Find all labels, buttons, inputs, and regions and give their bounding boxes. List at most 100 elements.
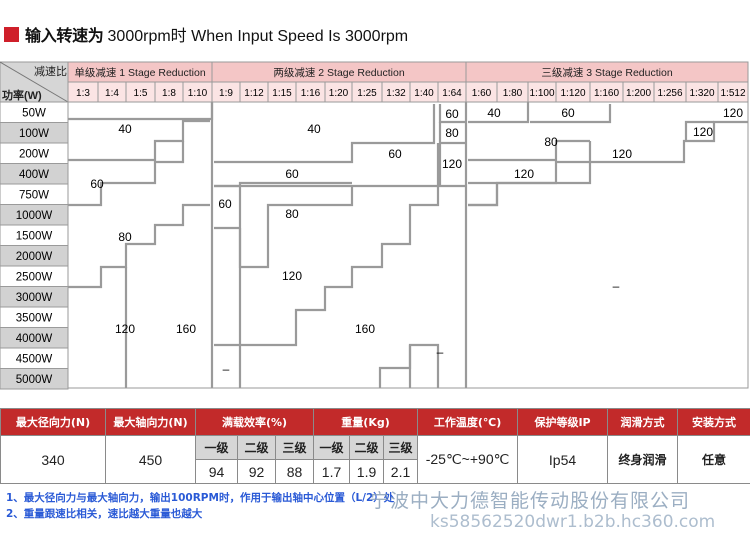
ratio-label: 1:16	[301, 88, 321, 99]
s2-val-60b: 60	[285, 167, 299, 181]
wt-val-2: 1.9	[349, 459, 385, 484]
hdr-mounting: 安装方式	[677, 408, 750, 436]
ratio-label: 1:60	[472, 88, 492, 99]
group-label-1: 单级减速 1 Stage Reduction	[74, 67, 205, 79]
hdr-weight: 重量(Kg)	[313, 408, 419, 436]
spec-table: 最大径向力(N) 最大轴向力(N) 满载效率(%) 重量(Kg) 工作温度(℃)…	[0, 408, 750, 484]
ratio-label: 1:40	[414, 88, 434, 99]
footnote-2: 2、重量跟速比相关，速比越大重量也越大	[6, 508, 203, 520]
hdr-temperature: 工作温度(℃)	[417, 408, 519, 436]
val-mounting: 任意	[677, 435, 750, 484]
page-title: 输入转速为 3000rpm时 When Input Speed Is 3000r…	[4, 22, 408, 46]
ratio-label: 1:25	[357, 88, 377, 99]
group-label-2: 两级减速 2 Stage Reduction	[273, 67, 404, 79]
power-label: 5000W	[16, 374, 53, 386]
s1-val-120: 120	[115, 322, 135, 336]
power-label: 400W	[19, 169, 49, 181]
power-label: 100W	[19, 128, 49, 140]
s1-val-60: 60	[90, 177, 104, 191]
title-en: 3000rpm时 When Input Speed Is 3000rpm	[107, 28, 409, 45]
s2-dash-2: –	[437, 345, 444, 359]
hdr-radial: 最大径向力(N)	[0, 408, 106, 436]
watermark-company: 宁波中大力德智能传动股份有限公司	[370, 490, 691, 512]
s3-val-60: 60	[561, 106, 575, 120]
s2-val-40: 40	[307, 122, 321, 136]
s2-val-60c: 60	[218, 197, 232, 211]
ratio-label: 1:12	[244, 88, 264, 99]
power-label: 4000W	[16, 333, 53, 345]
ratio-label: 1:120	[560, 88, 585, 99]
power-label: 1500W	[16, 231, 53, 243]
val-ip: Ip54	[517, 435, 609, 484]
power-label: 50W	[22, 108, 46, 120]
s2-val-64-120: 120	[442, 157, 462, 171]
rating-matrix: 减速比 功率(W) 单级减速 1 Stage Reduction 两级减速 2 …	[0, 61, 749, 390]
s2-val-160: 160	[355, 322, 375, 336]
corner-ratio-label: 减速比	[34, 65, 67, 78]
power-label: 2500W	[16, 272, 53, 284]
ratio-label: 1:160	[594, 88, 619, 99]
ratio-label: 1:64	[442, 88, 462, 99]
ratio-label: 1:320	[689, 88, 714, 99]
ratio-label: 1:32	[386, 88, 406, 99]
s3-val-40: 40	[487, 106, 501, 120]
s2-val-64-80: 80	[445, 126, 459, 140]
s2-val-64-60: 60	[445, 107, 459, 121]
power-label: 3000W	[16, 292, 53, 304]
s3-val-120b: 120	[693, 125, 713, 139]
footnote-1: 1、最大径向力与最大轴向力，输出100RPM时，作用于输出轴中心位置（L/2）处	[6, 492, 395, 504]
ratio-label: 1:4	[105, 88, 119, 99]
s2-val-120: 120	[282, 269, 302, 283]
eff-val-2: 92	[237, 459, 276, 484]
ratio-label: 1:512	[720, 88, 745, 99]
eff-stage-2: 二级	[237, 435, 276, 460]
s3-val-80: 80	[544, 135, 558, 149]
hdr-axial: 最大轴向力(N)	[105, 408, 196, 436]
s3-val-120a: 120	[723, 106, 743, 120]
power-label: 1000W	[16, 210, 53, 222]
power-label: 4500W	[16, 354, 53, 366]
ratio-label: 1:5	[134, 88, 148, 99]
s3-val-120c: 120	[612, 147, 632, 161]
ratio-label: 1:8	[162, 88, 176, 99]
ratio-label: 1:100	[529, 88, 554, 99]
hdr-lubrication: 润滑方式	[607, 408, 679, 436]
wt-stage-2: 二级	[349, 435, 385, 460]
power-label: 200W	[19, 149, 49, 161]
power-label: 3500W	[16, 313, 53, 325]
wt-stage-1: 一级	[313, 435, 351, 460]
val-axial: 450	[105, 435, 196, 484]
footnotes: 1、最大径向力与最大轴向力，输出100RPM时，作用于输出轴中心位置（L/2）处…	[6, 490, 394, 522]
s3-val-120d: 120	[514, 167, 534, 181]
group-label-3: 三级减速 3 Stage Reduction	[541, 67, 672, 79]
ratio-label: 1:3	[76, 88, 90, 99]
title-cn: 输入转速为	[25, 26, 104, 45]
watermark-url: ks58562520dwr1.b2b.hc360.com	[430, 512, 716, 532]
power-label: 750W	[19, 190, 49, 202]
ratio-label: 1:200	[626, 88, 651, 99]
hdr-efficiency: 满载效率(%)	[194, 408, 315, 436]
ratio-label: 1:15	[272, 88, 292, 99]
ratio-label: 1:9	[219, 88, 233, 99]
s3-dash: –	[613, 279, 620, 293]
title-marker	[4, 26, 19, 42]
val-temperature: -25℃~+90℃	[417, 435, 519, 484]
val-radial: 340	[0, 435, 106, 484]
wt-val-3: 2.1	[383, 459, 419, 484]
power-label: 2000W	[16, 251, 53, 263]
val-lubrication: 终身润滑	[607, 435, 679, 484]
s2-dash-1: –	[223, 362, 230, 376]
eff-stage-3: 三级	[274, 435, 315, 460]
hdr-ip: 保护等级IP	[517, 408, 609, 436]
ratio-label: 1:10	[188, 88, 208, 99]
s2-val-80: 80	[285, 207, 299, 221]
eff-val-3: 88	[274, 459, 315, 484]
corner-power-label: 功率(W)	[2, 88, 42, 102]
eff-stage-1: 一级	[195, 435, 238, 460]
s2-val-60a: 60	[388, 147, 402, 161]
ratio-label: 1:256	[657, 88, 682, 99]
ratio-label: 1:20	[329, 88, 349, 99]
ratio-label: 1:80	[503, 88, 523, 99]
wt-val-1: 1.7	[313, 459, 351, 484]
eff-val-1: 94	[195, 459, 238, 484]
